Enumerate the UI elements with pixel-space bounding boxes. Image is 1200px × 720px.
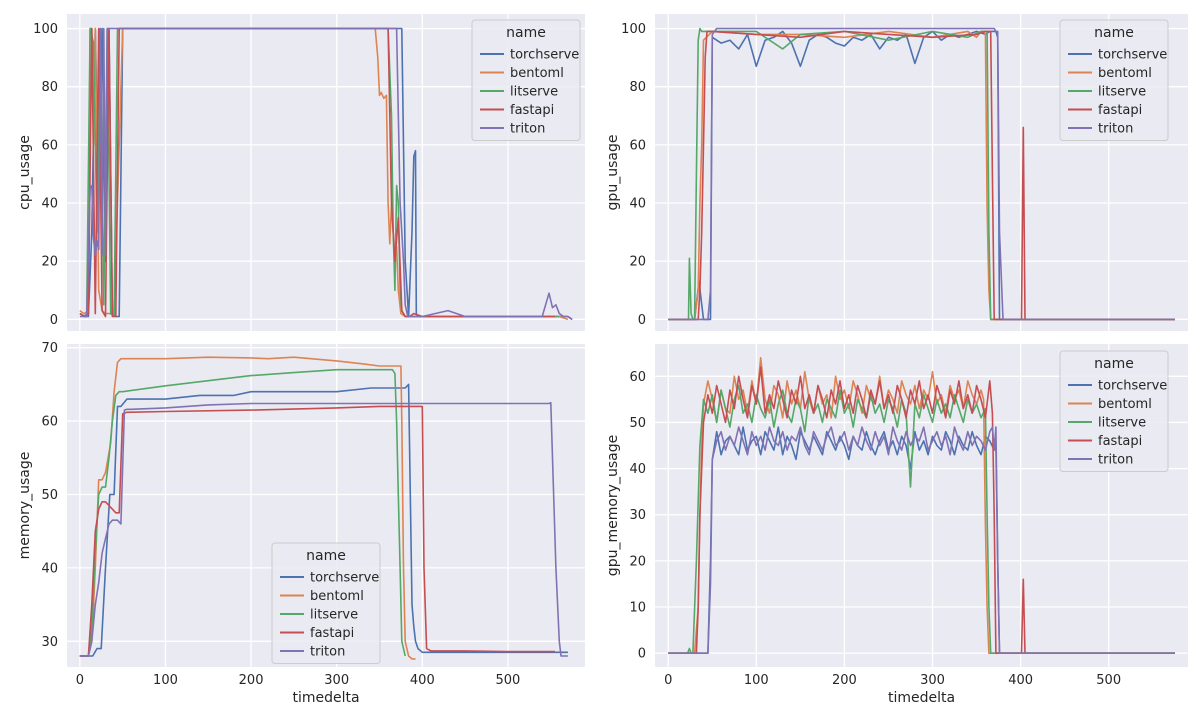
series-line-fastapi <box>668 366 1175 655</box>
x-axis-label: timedelta <box>292 690 359 706</box>
x-tick-label: 400 <box>410 673 435 688</box>
y-tick-label: 60 <box>629 370 646 385</box>
subplot-cpu_usage: 0 20 40 60 80 100 cpu_usage name torchserve bento… <box>17 14 585 331</box>
series-lines <box>79 356 568 660</box>
y-tick-label: 80 <box>629 80 646 95</box>
legend: name torchserve bentoml litserve fastapi trit… <box>1059 350 1169 472</box>
legend-label-litserve: litserve <box>510 85 558 100</box>
legend-title: name <box>506 25 546 41</box>
y-tick-label: 50 <box>41 488 58 503</box>
y-tick-label: 40 <box>41 197 58 212</box>
series-line-litserve <box>79 368 406 657</box>
y-tick-label: 20 <box>41 255 58 270</box>
y-tick-label: 0 <box>638 313 646 328</box>
series-line-fastapi <box>668 30 1175 321</box>
legend-label-litserve: litserve <box>1098 85 1146 100</box>
x-tick-label: 0 <box>664 673 672 688</box>
y-tick-label: 60 <box>629 138 646 153</box>
series-line-triton <box>668 27 1175 321</box>
y-tick-label: 30 <box>41 635 58 650</box>
legend-label-torchserve: torchserve <box>1098 379 1167 394</box>
x-axis-label: timedelta <box>888 690 955 706</box>
series-line-triton <box>668 426 1175 655</box>
legend-label-fastapi: fastapi <box>1098 103 1142 118</box>
series-lines <box>79 27 573 321</box>
x-tick-label: 200 <box>832 673 857 688</box>
legend: name torchserve bentoml litserve fastapi trit… <box>471 19 581 141</box>
x-tick-label: 200 <box>239 673 264 688</box>
legend-label-litserve: litserve <box>1098 416 1146 431</box>
y-tick-label: 20 <box>629 554 646 569</box>
y-tick-label: 100 <box>621 22 646 37</box>
legend-label-bentoml: bentoml <box>510 66 564 81</box>
x-tick-label: 0 <box>76 673 84 688</box>
legend: name torchserve bentoml litserve fastapi trit… <box>1059 19 1169 141</box>
y-tick-label: 40 <box>629 462 646 477</box>
y-tick-label: 70 <box>41 341 58 356</box>
series-line-bentoml <box>79 356 416 660</box>
y-tick-label: 60 <box>41 138 58 153</box>
legend-label-torchserve: torchserve <box>510 48 579 63</box>
y-tick-label: 30 <box>629 508 646 523</box>
y-axis-label: gpu_memory_usage <box>605 435 621 576</box>
x-tick-label: 300 <box>920 673 945 688</box>
x-tick-label: 500 <box>1096 673 1121 688</box>
y-tick-label: 0 <box>50 313 58 328</box>
legend-label-bentoml: bentoml <box>1098 397 1152 412</box>
legend: name torchserve bentoml litserve fastapi trit… <box>271 542 381 664</box>
legend-title: name <box>306 548 346 564</box>
x-tick-label: 100 <box>153 673 178 688</box>
legend-label-triton: triton <box>510 122 545 137</box>
legend-label-litserve: litserve <box>310 608 358 623</box>
legend-label-triton: triton <box>310 645 345 660</box>
y-tick-label: 0 <box>638 647 646 662</box>
legend-label-fastapi: fastapi <box>510 103 554 118</box>
series-line-fastapi <box>79 405 555 657</box>
y-tick-label: 50 <box>629 416 646 431</box>
legend-title: name <box>1094 25 1134 41</box>
series-line-torchserve <box>668 30 1175 321</box>
legend-title: name <box>1094 356 1134 372</box>
subplot-gpu_usage: 0 20 40 60 80 100 gpu_usage name torchserve bento… <box>605 14 1188 331</box>
y-axis-label: memory_usage <box>17 452 33 560</box>
legend-label-bentoml: bentoml <box>1098 66 1152 81</box>
x-tick-label: 500 <box>496 673 521 688</box>
legend-label-triton: triton <box>1098 122 1133 137</box>
series-line-litserve <box>668 384 1175 655</box>
y-tick-label: 60 <box>41 415 58 430</box>
legend-label-torchserve: torchserve <box>310 571 379 586</box>
x-tick-label: 100 <box>744 673 769 688</box>
legend-label-fastapi: fastapi <box>1098 434 1142 449</box>
legend-label-fastapi: fastapi <box>310 626 354 641</box>
legend-label-bentoml: bentoml <box>310 589 364 604</box>
legend-label-torchserve: torchserve <box>1098 48 1167 63</box>
series-lines <box>668 356 1175 655</box>
series-line-triton <box>79 401 568 657</box>
x-tick-label: 400 <box>1008 673 1033 688</box>
y-axis-label: cpu_usage <box>17 135 33 210</box>
y-tick-label: 40 <box>629 197 646 212</box>
y-tick-label: 100 <box>33 22 58 37</box>
y-tick-label: 40 <box>41 561 58 576</box>
y-tick-label: 80 <box>41 80 58 95</box>
series-lines <box>668 27 1175 321</box>
legend-label-triton: triton <box>1098 453 1133 468</box>
x-tick-label: 300 <box>324 673 349 688</box>
series-line-triton <box>79 27 573 321</box>
subplot-memory_usage: 0 100 200 300 400 500 30 40 50 60 70 memory_usageti… <box>17 341 585 706</box>
y-tick-label: 10 <box>629 601 646 616</box>
subplot-gpu_memory_usage: 0 100 200 300 400 500 0 10 20 30 40 50 60 gpu_memory_… <box>605 344 1188 706</box>
y-tick-label: 20 <box>629 255 646 270</box>
y-axis-label: gpu_usage <box>605 135 621 211</box>
